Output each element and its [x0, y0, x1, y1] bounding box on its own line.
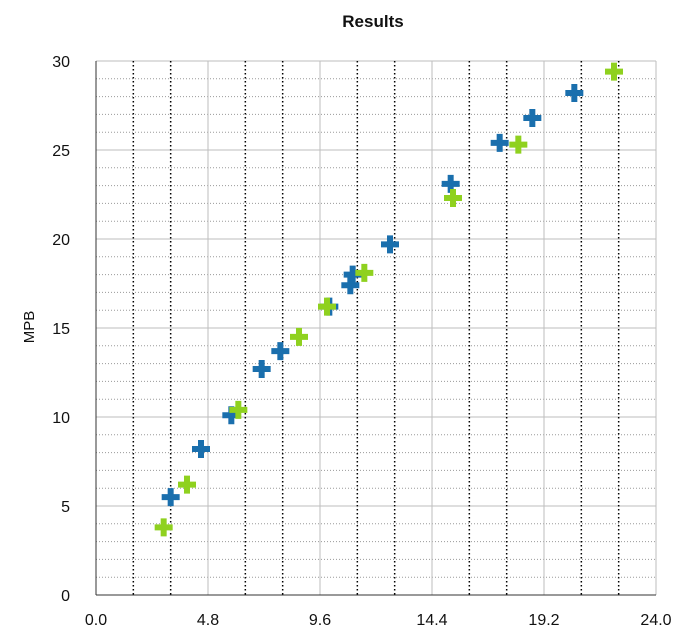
- series-1-point: [271, 342, 290, 361]
- data-points: [154, 62, 623, 537]
- series-1-point: [343, 265, 362, 284]
- x-tick-label: 24.0: [640, 612, 671, 629]
- y-tick-label: 5: [61, 499, 70, 516]
- series-2-point: [154, 518, 173, 537]
- y-tick-label: 0: [61, 588, 70, 605]
- chart-title: Results: [342, 12, 403, 31]
- series-1-point: [252, 359, 271, 378]
- series-1-point: [341, 276, 360, 295]
- series-2-point: [178, 475, 196, 494]
- series-2-point: [605, 62, 623, 81]
- series-2-point: [444, 189, 462, 208]
- series-1-point: [441, 174, 460, 193]
- series-1-point: [565, 84, 584, 103]
- x-tick-label: 0.0: [85, 612, 107, 629]
- y-tick-label: 15: [52, 321, 70, 338]
- series-1-point: [523, 108, 542, 127]
- series-2-point: [509, 135, 528, 154]
- series-2-point: [290, 327, 308, 346]
- series-1-point: [192, 440, 210, 459]
- series-2-point: [355, 263, 374, 282]
- axes: 0 5 10 15 20 25 30 0.0 4.8 9.6 14.4 19.2 24.0: [52, 54, 671, 629]
- series-1-point: [161, 488, 180, 507]
- y-axis-label: MPB: [21, 311, 38, 344]
- x-tick-label: 9.6: [309, 612, 331, 629]
- y-tick-label: 25: [52, 143, 70, 160]
- x-tick-label: 14.4: [416, 612, 447, 629]
- series-2-point: [318, 297, 336, 316]
- x-tick-label: 4.8: [197, 612, 219, 629]
- y-tick-label: 10: [52, 410, 70, 427]
- x-tick-label: 19.2: [528, 612, 559, 629]
- series-1-point: [222, 406, 241, 425]
- series-2-point: [229, 400, 248, 419]
- y-tick-label: 30: [52, 54, 70, 71]
- y-tick-label: 20: [52, 232, 70, 249]
- series-1-point: [381, 235, 399, 254]
- series-1-point: [490, 133, 509, 152]
- grid: [95, 60, 657, 596]
